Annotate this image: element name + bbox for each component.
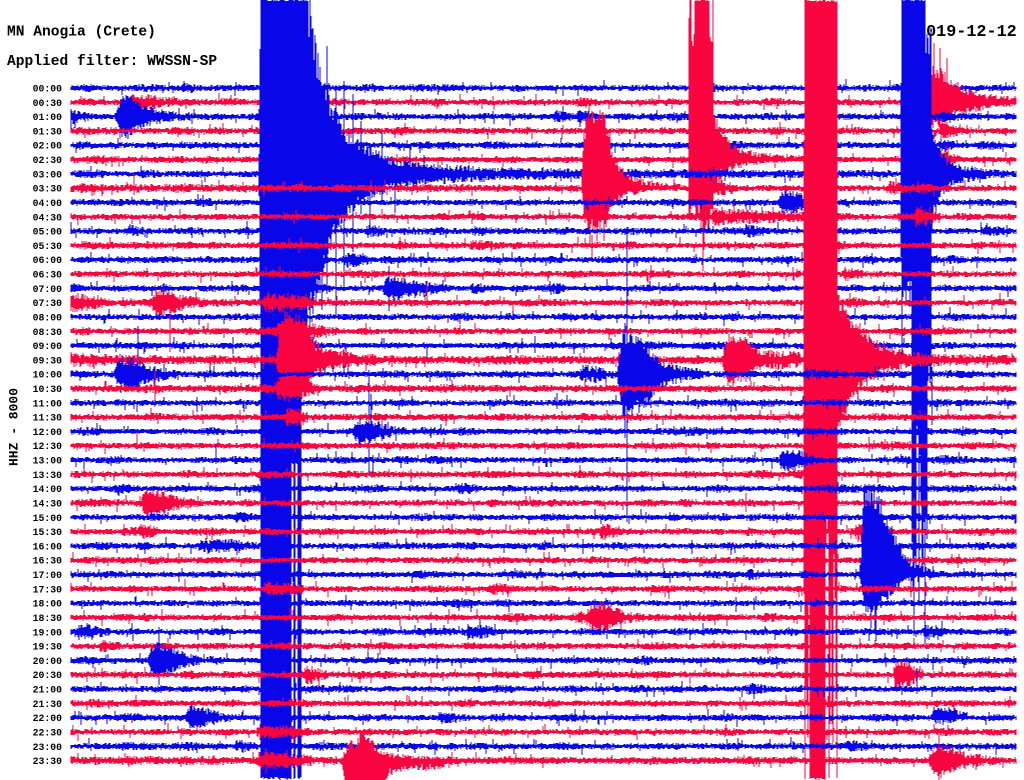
svg-text:16:00: 16:00	[33, 541, 63, 552]
svg-text:14:30: 14:30	[33, 499, 63, 510]
svg-text:11:00: 11:00	[33, 398, 63, 409]
svg-text:01:30: 01:30	[33, 126, 63, 137]
svg-text:09:00: 09:00	[33, 341, 63, 352]
svg-text:18:30: 18:30	[33, 613, 63, 624]
svg-text:21:00: 21:00	[33, 685, 63, 696]
svg-text:08:30: 08:30	[33, 327, 63, 338]
svg-text:17:30: 17:30	[33, 584, 63, 595]
svg-text:04:30: 04:30	[33, 212, 63, 223]
svg-text:11:30: 11:30	[33, 413, 63, 424]
svg-text:17:00: 17:00	[33, 570, 63, 581]
svg-text:HHZ - 8000: HHZ - 8000	[7, 388, 22, 466]
svg-text:04:00: 04:00	[33, 198, 63, 209]
svg-text:13:00: 13:00	[33, 456, 63, 467]
svg-text:13:30: 13:30	[33, 470, 63, 481]
svg-text:02:00: 02:00	[33, 141, 63, 152]
svg-text:23:30: 23:30	[33, 756, 63, 767]
svg-text:18:00: 18:00	[33, 599, 63, 610]
svg-text:05:30: 05:30	[33, 241, 63, 252]
svg-text:19:30: 19:30	[33, 642, 63, 653]
svg-text:06:00: 06:00	[33, 255, 63, 266]
svg-text:15:00: 15:00	[33, 513, 63, 524]
svg-text:07:30: 07:30	[33, 298, 63, 309]
svg-text:19:00: 19:00	[33, 627, 63, 638]
svg-text:09:30: 09:30	[33, 355, 63, 366]
svg-text:03:30: 03:30	[33, 184, 63, 195]
svg-text:12:00: 12:00	[33, 427, 63, 438]
svg-text:14:00: 14:00	[33, 484, 63, 495]
svg-text:15:30: 15:30	[33, 527, 63, 538]
svg-text:07:00: 07:00	[33, 284, 63, 295]
svg-text:23:00: 23:00	[33, 742, 63, 753]
svg-text:05:00: 05:00	[33, 227, 63, 238]
svg-text:20:00: 20:00	[33, 656, 63, 667]
svg-text:22:30: 22:30	[33, 728, 63, 739]
svg-text:00:00: 00:00	[33, 84, 63, 95]
svg-text:16:30: 16:30	[33, 556, 63, 567]
svg-text:00:30: 00:30	[33, 98, 63, 109]
svg-text:06:30: 06:30	[33, 270, 63, 281]
svg-text:21:30: 21:30	[33, 699, 63, 710]
svg-text:10:30: 10:30	[33, 384, 63, 395]
svg-text:Applied filter: WWSSN-SP: Applied filter: WWSSN-SP	[7, 54, 217, 70]
svg-text:12:30: 12:30	[33, 441, 63, 452]
svg-text:2019-12-12: 2019-12-12	[916, 23, 1017, 42]
svg-text:08:00: 08:00	[33, 313, 63, 324]
svg-text:22:00: 22:00	[33, 713, 63, 724]
svg-text:02:30: 02:30	[33, 155, 63, 166]
svg-text:MN Anogia (Crete): MN Anogia (Crete)	[7, 25, 156, 41]
svg-text:10:00: 10:00	[33, 370, 63, 381]
svg-text:20:30: 20:30	[33, 670, 63, 681]
svg-text:01:00: 01:00	[33, 112, 63, 123]
svg-text:03:00: 03:00	[33, 169, 63, 180]
